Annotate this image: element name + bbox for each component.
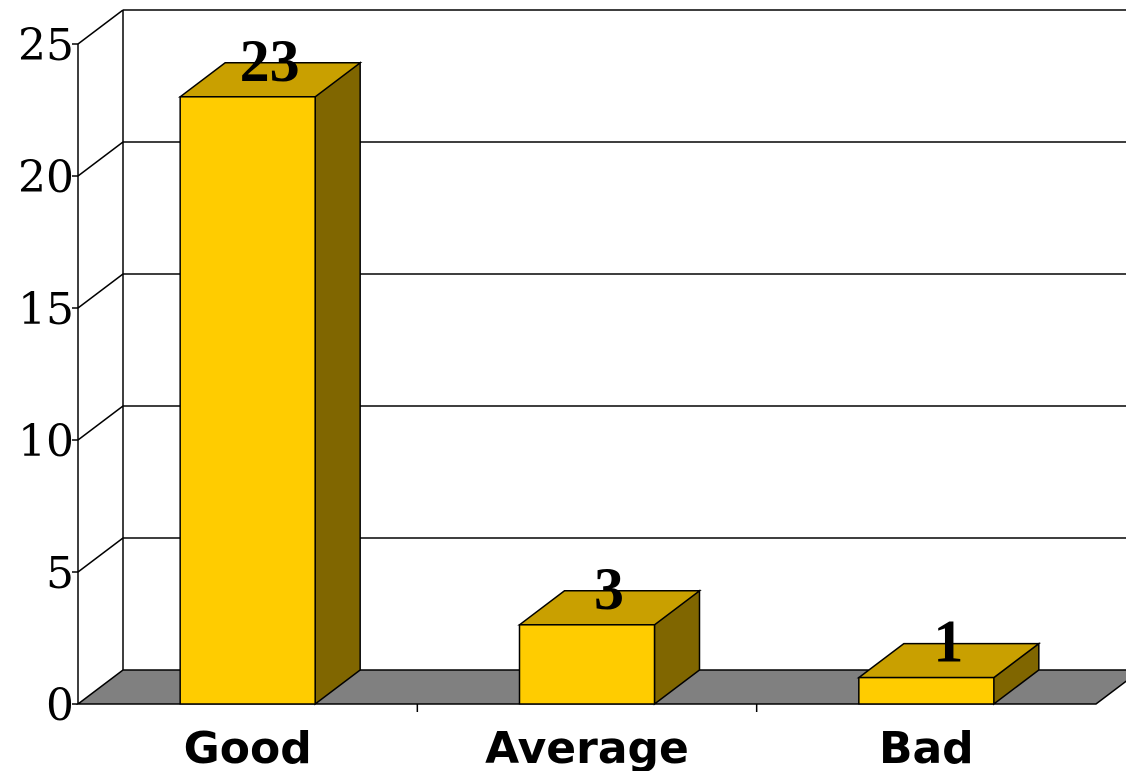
y-tick-label: 15 <box>18 284 74 335</box>
y-tick-label: 0 <box>46 680 74 731</box>
axes <box>72 10 758 712</box>
bars <box>177 61 1042 706</box>
y-tick-label: 10 <box>18 416 74 467</box>
y-tick-label: 5 <box>46 548 74 599</box>
labels: 0 5 10 15 20 25 23 Good 3 Average 1 Bad <box>18 20 974 771</box>
bar <box>179 96 316 705</box>
x-tick-label: Bad <box>879 723 974 771</box>
gridline-diag <box>77 405 124 441</box>
data-label: 23 <box>240 28 300 94</box>
gridline-diag <box>77 537 124 573</box>
data-label: 1 <box>933 609 963 675</box>
x-tick-label: Average <box>485 723 689 771</box>
bar-side <box>314 61 361 706</box>
data-label: 3 <box>594 556 624 622</box>
gridline-diag <box>77 9 124 45</box>
bar <box>518 624 656 705</box>
bar <box>858 676 995 705</box>
gridline-diag <box>77 141 124 177</box>
y-tick-label: 25 <box>18 20 74 71</box>
x-tick-label: Good <box>184 723 312 771</box>
y-tick-label: 20 <box>18 152 74 203</box>
gridline-diag <box>77 273 124 309</box>
